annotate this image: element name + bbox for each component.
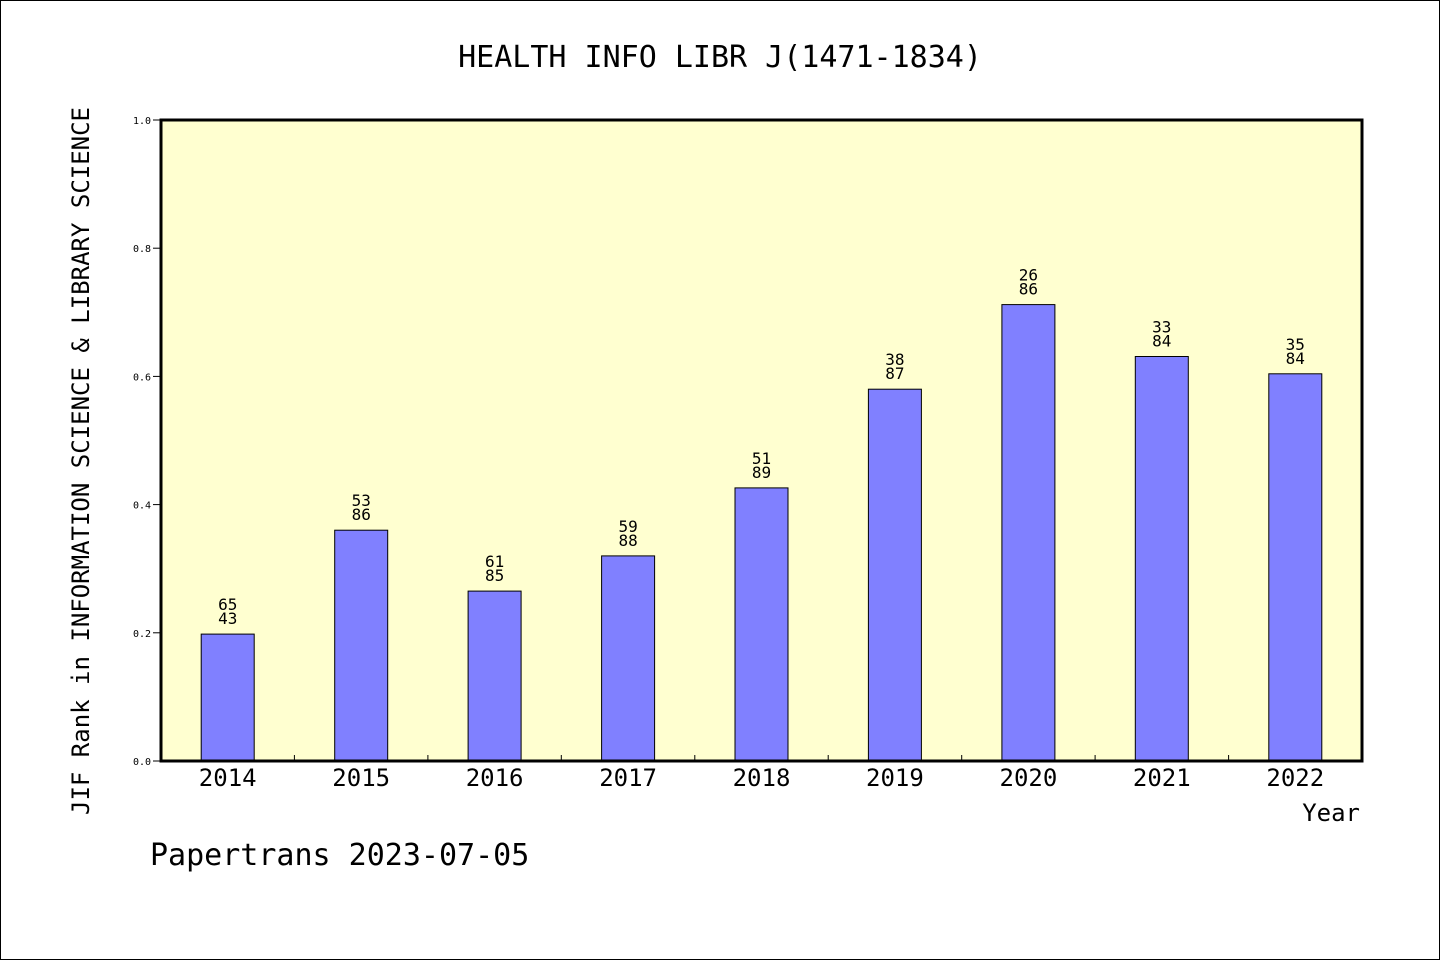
- x-tick-label-2017: 2017: [599, 764, 657, 792]
- y-tick-label-0.0: 0.0: [133, 757, 151, 768]
- bar-2021: [1134, 356, 1189, 762]
- y-tick-label-1.0: 1.0: [133, 116, 151, 127]
- bar-label-2015-total: 86: [352, 505, 371, 524]
- x-axis: 2014 2015 2016 2017 2018 2019 2020 2021 2022: [199, 755, 1324, 792]
- bar-2015: [334, 529, 389, 762]
- bar-label-2022-total: 84: [1286, 349, 1305, 368]
- bar-label-2021-rank: 33: [1152, 318, 1171, 337]
- bar-label-2022-rank: 35: [1286, 335, 1305, 354]
- x-tick-label-2020: 2020: [1000, 764, 1058, 792]
- bar-label-2020-total: 86: [1019, 280, 1038, 299]
- x-tick-label-2016: 2016: [466, 764, 524, 792]
- bar-2016: [467, 590, 522, 762]
- bar-label-2016-total: 85: [485, 566, 504, 585]
- x-axis-label: Year: [1302, 799, 1360, 827]
- x-tick-label-2015: 2015: [332, 764, 390, 792]
- chart-title: HEALTH INFO LIBR J(1471-1834): [458, 40, 982, 75]
- bar-label-2017-rank: 59: [618, 517, 637, 536]
- footer-credit: Papertrans 2023-07-05: [150, 838, 529, 873]
- y-tick-label-0.2: 0.2: [133, 629, 151, 640]
- bar-label-2015-rank: 53: [352, 491, 371, 510]
- bar-2017: [601, 555, 656, 762]
- x-tick-label-2018: 2018: [733, 764, 791, 792]
- y-axis-label: JIF Rank in INFORMATION SCIENCE & LIBRAR…: [67, 107, 95, 815]
- bar-label-2018-rank: 51: [752, 449, 771, 468]
- bar-label-2018-total: 89: [752, 463, 771, 482]
- bar-2014: [200, 633, 255, 762]
- bar-label-2014-rank: 65: [218, 595, 237, 614]
- bar-label-2021-total: 84: [1152, 332, 1171, 351]
- y-axis: 0.0 0.2 0.4 0.6 0.8 1.0: [133, 116, 161, 768]
- bars-group: [200, 304, 1323, 762]
- x-tick-label-2021: 2021: [1133, 764, 1191, 792]
- bar-label-2020-rank: 26: [1019, 266, 1038, 285]
- bar-label-2019-total: 87: [885, 364, 904, 383]
- bar-2018: [734, 487, 789, 762]
- x-tick-label-2019: 2019: [866, 764, 924, 792]
- y-tick-label-0.8: 0.8: [133, 244, 151, 255]
- x-tick-label-2014: 2014: [199, 764, 257, 792]
- bar-2022: [1268, 373, 1323, 762]
- x-tick-label-2022: 2022: [1266, 764, 1324, 792]
- bar-label-2016-rank: 61: [485, 552, 504, 571]
- bar-2020: [1001, 304, 1056, 762]
- bar-2019: [867, 388, 922, 762]
- y-tick-label-0.4: 0.4: [133, 501, 151, 512]
- y-tick-label-0.6: 0.6: [133, 372, 151, 383]
- bar-label-2019-rank: 38: [885, 350, 904, 369]
- plot-frame: [159, 118, 1364, 763]
- bar-label-2017-total: 88: [618, 531, 637, 550]
- bar-label-2014-total: 43: [218, 609, 237, 628]
